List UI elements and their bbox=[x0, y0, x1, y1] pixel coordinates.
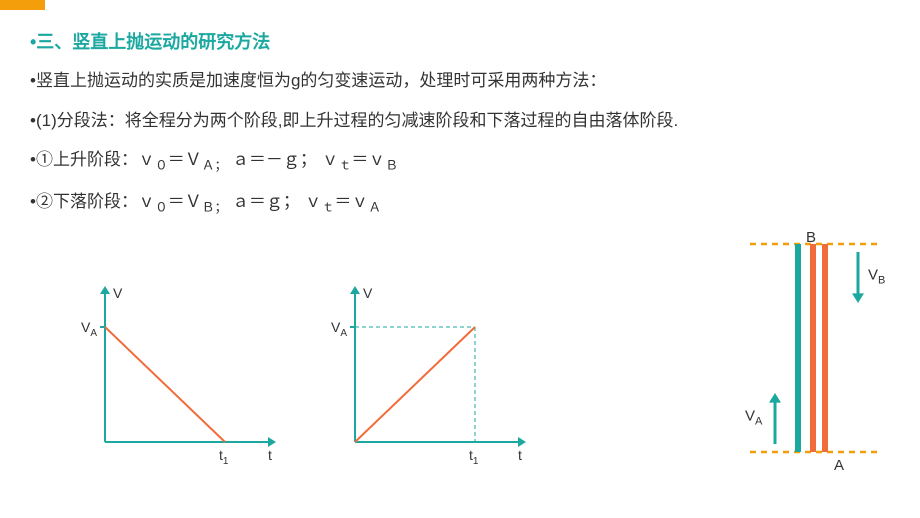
section-heading: •三、竖直上抛运动的研究方法 bbox=[30, 28, 890, 54]
t: ＝Ｖ bbox=[168, 192, 202, 211]
t: •②下落阶段：ｖ bbox=[30, 192, 155, 211]
svg-text:B: B bbox=[806, 232, 816, 246]
t: ａ＝－ｇ； ｖ bbox=[232, 150, 339, 169]
s: ０ bbox=[155, 157, 168, 172]
line-down: •②下落阶段：ｖ０＝ＶＢ； ａ＝ｇ； ｖｔ＝ｖＡ bbox=[30, 189, 890, 217]
t: ａ＝ｇ； ｖ bbox=[232, 192, 322, 211]
svg-text:A: A bbox=[834, 457, 844, 474]
svg-text:V: V bbox=[363, 285, 373, 301]
chart-1: Vt VA t1 bbox=[75, 282, 285, 472]
s: Ａ bbox=[368, 199, 381, 214]
t: ＝ｖ bbox=[334, 192, 368, 211]
s: Ｂ bbox=[385, 157, 398, 172]
t: ＝Ｖ bbox=[168, 150, 202, 169]
paragraph-2: •(1)分段法：将全程分为两个阶段,即上升过程的匀减速阶段和下落过程的自由落体阶… bbox=[30, 108, 890, 134]
chart-2: Vt VA t1 bbox=[325, 282, 535, 472]
content-area: •三、竖直上抛运动的研究方法 •竖直上抛运动的实质是加速度恒为g的匀变速运动，处… bbox=[0, 0, 920, 216]
svg-text:VB: VB bbox=[868, 267, 885, 287]
svg-text:t1: t1 bbox=[469, 447, 479, 467]
s: Ａ； bbox=[202, 157, 228, 172]
s: ｔ bbox=[339, 157, 352, 172]
svg-text:t: t bbox=[518, 447, 522, 463]
t: ＝ｖ bbox=[351, 150, 385, 169]
paragraph-1: •竖直上抛运动的实质是加速度恒为g的匀变速运动，处理时可采用两种方法： bbox=[30, 68, 890, 94]
t: •①上升阶段：ｖ bbox=[30, 150, 155, 169]
svg-text:V: V bbox=[113, 285, 123, 301]
s: Ｂ； bbox=[202, 199, 228, 214]
svg-text:t1: t1 bbox=[219, 447, 229, 467]
line-up: •①上升阶段：ｖ０＝ＶＡ； ａ＝－ｇ； ｖｔ＝ｖＢ bbox=[30, 147, 890, 175]
svg-text:t: t bbox=[268, 447, 272, 463]
charts-row: Vt VA t1 Vt VA t1 bbox=[75, 282, 535, 472]
svg-text:VA: VA bbox=[331, 319, 347, 339]
top-accent-bar bbox=[0, 0, 45, 10]
s: ｔ bbox=[322, 199, 335, 214]
s: ０ bbox=[155, 199, 168, 214]
svg-text:VA: VA bbox=[81, 319, 97, 339]
svg-text:VA: VA bbox=[745, 408, 763, 428]
right-diagram: B A VA VB bbox=[740, 232, 890, 482]
